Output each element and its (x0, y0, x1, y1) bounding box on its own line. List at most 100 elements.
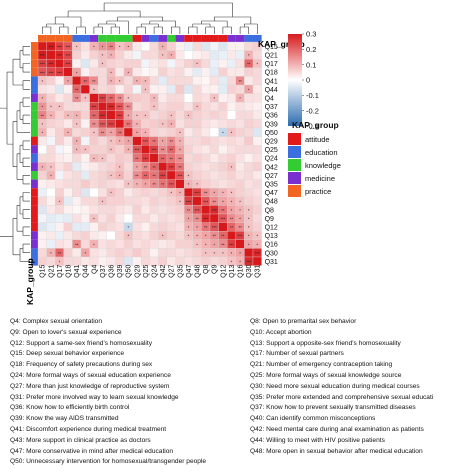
heatmap-cell (55, 136, 64, 146)
heatmap-cell (218, 41, 228, 51)
heatmap-cell (55, 188, 64, 197)
group-color-cell (149, 35, 159, 42)
heatmap-cell (123, 256, 133, 266)
group-color-cell (31, 50, 38, 60)
significance-mark: *** (169, 182, 174, 187)
heatmap-cell (132, 248, 142, 258)
heatmap-cell (192, 119, 202, 129)
question-key: Q4: Complex sexual orientation Q9: Open t… (10, 318, 470, 470)
significance-mark: * (213, 96, 215, 101)
heatmap-cell (72, 170, 82, 180)
top-annotation-track-label: KAP_group (258, 39, 305, 49)
significance-mark: *** (134, 148, 139, 153)
significance-mark: * (59, 199, 61, 204)
heatmap-cell (252, 213, 262, 223)
significance-mark: * (188, 217, 190, 222)
heatmap-cell (123, 84, 133, 94)
column-label: Q36 (109, 264, 116, 277)
group-legend-label: medicine (305, 174, 335, 183)
heatmap-cell (115, 213, 125, 223)
significance-mark: * (127, 234, 129, 239)
heatmap-cell (227, 67, 236, 77)
heatmap-cell (166, 248, 176, 258)
group-color-cell (31, 214, 38, 223)
heatmap-cell (80, 179, 90, 189)
heatmap-cell (46, 239, 56, 249)
group-color-cell (98, 35, 107, 42)
significance-mark: * (76, 113, 78, 118)
heatmap-cell (192, 248, 202, 258)
heatmap-cell (244, 67, 254, 77)
heatmap-cell (115, 119, 125, 129)
heatmap-cell (55, 231, 64, 240)
heatmap-cell (201, 205, 211, 215)
heatmap-cell (175, 41, 185, 51)
heatmap-cell (55, 76, 64, 86)
heatmap-cell (252, 110, 262, 120)
significance-mark: ** (187, 208, 191, 213)
heatmap-cell (132, 50, 142, 60)
heatmap-cell (175, 59, 185, 68)
heatmap-cell (72, 213, 82, 223)
row-label: Q8 (265, 207, 274, 214)
significance-mark: * (127, 113, 129, 118)
heatmap-cell (37, 213, 47, 223)
heatmap-cell (132, 239, 142, 249)
heatmap-cell (63, 179, 73, 189)
heatmap-cell (227, 59, 236, 68)
significance-mark: * (179, 199, 181, 204)
heatmap-cell (80, 127, 90, 137)
heatmap-cell (209, 145, 219, 154)
significance-mark: * (170, 113, 172, 118)
heatmap-cell (141, 196, 150, 206)
row-label: Q39 (265, 121, 278, 128)
question-note: Q30: Need more sexual education during m… (250, 382, 420, 390)
question-note: Q39: Know the way AIDS transmitted (10, 415, 119, 423)
significance-mark: *** (66, 45, 71, 50)
significance-mark: * (188, 113, 190, 118)
heatmap-cell (72, 162, 82, 172)
heatmap-cell (80, 119, 90, 129)
heatmap-cell (192, 84, 202, 94)
group-color-cell (31, 67, 38, 77)
heatmap-cell (227, 41, 236, 51)
significance-mark: * (145, 88, 147, 93)
group-color-cell (158, 35, 167, 42)
heatmap-cell (115, 239, 125, 249)
column-label: Q42 (160, 264, 167, 277)
heatmap-cell (227, 84, 236, 94)
significance-mark: *** (48, 62, 53, 67)
heatmap-cell (235, 179, 245, 189)
heatmap-cell (106, 153, 116, 163)
heatmap-cell (166, 196, 176, 206)
significance-mark: * (110, 148, 112, 153)
heatmap-cell (106, 59, 116, 68)
heatmap-cell (252, 67, 262, 77)
group-color-cell (63, 35, 73, 42)
heatmap-cell (209, 67, 219, 77)
heatmap-cell (80, 231, 90, 240)
heatmap-cell (252, 127, 262, 137)
heatmap-cell (201, 84, 211, 94)
significance-mark: *** (40, 70, 45, 75)
heatmap-cell (252, 179, 262, 189)
heatmap-cell (72, 59, 82, 68)
significance-mark: ** (178, 165, 182, 170)
significance-mark: * (196, 62, 198, 67)
significance-mark: ** (109, 45, 113, 50)
heatmap-cell (192, 136, 202, 146)
row-label: Q4 (265, 96, 274, 103)
group-color-cell (175, 35, 185, 42)
group-color-cell (184, 35, 193, 42)
heatmap-cell (218, 119, 228, 129)
heatmap-cell (132, 231, 142, 240)
significance-mark: *** (40, 53, 45, 58)
heatmap-cell (158, 196, 168, 206)
heatmap-cell (209, 59, 219, 68)
group-color-cell (31, 102, 38, 111)
heatmap-cell (244, 170, 254, 180)
heatmap-cell (123, 188, 133, 197)
heatmap-cell (123, 196, 133, 206)
significance-mark: * (188, 234, 190, 239)
heatmap-cell (89, 222, 99, 232)
